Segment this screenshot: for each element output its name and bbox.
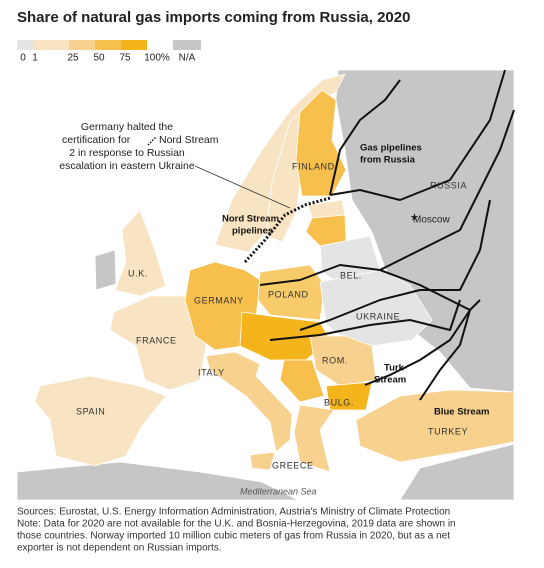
map-label: RUSSIA bbox=[430, 180, 467, 190]
pipeline-label: from Russia bbox=[360, 155, 416, 166]
annotation-line: Germany halted the bbox=[81, 121, 173, 133]
map-label: UKRAINE bbox=[356, 311, 400, 321]
map-label: U.K. bbox=[128, 268, 148, 278]
map-label: SPAIN bbox=[76, 406, 105, 416]
map-label: FRANCE bbox=[136, 335, 177, 345]
pipeline-label: Blue Stream bbox=[434, 407, 489, 418]
moscow-star: ★ bbox=[410, 213, 419, 224]
dotted-icon bbox=[147, 136, 157, 146]
legend-label: 1 bbox=[32, 53, 38, 64]
legend-swatch bbox=[173, 40, 201, 50]
annotation-leader bbox=[194, 165, 291, 209]
map-label: ROM. bbox=[322, 355, 348, 365]
map-label: ITALY bbox=[198, 367, 225, 377]
map-label: TURKEY bbox=[428, 426, 468, 436]
map-labels: FINLAND RUSSIA Moscow BEL. U.K. GERMANY … bbox=[76, 143, 489, 497]
footer: Sources: Eurostat, U.S. Energy Informati… bbox=[17, 507, 456, 554]
legend-label: 50 bbox=[93, 53, 105, 64]
map-label: FINLAND bbox=[292, 161, 335, 171]
map-label: GREECE bbox=[272, 460, 314, 470]
pipelines bbox=[243, 69, 515, 401]
map-label: BULG. bbox=[324, 397, 354, 407]
sources: Sources: Eurostat, U.S. Energy Informati… bbox=[17, 507, 450, 518]
map-label: GERMANY bbox=[194, 295, 244, 305]
pipeline-label: Turk- bbox=[384, 363, 407, 374]
legend-swatch bbox=[33, 40, 69, 50]
legend-label: 0 bbox=[20, 53, 26, 64]
annotation-line: 2 in response to Russian bbox=[69, 147, 185, 159]
title: Share of natural gas imports coming from… bbox=[17, 9, 410, 26]
legend-label: N/A bbox=[179, 53, 196, 64]
annotation-line: certification for bbox=[62, 134, 131, 146]
note-line: exporter is not dependent on Russian imp… bbox=[17, 543, 222, 554]
legend-label: 100% bbox=[144, 53, 170, 64]
map-label: BEL. bbox=[340, 270, 362, 280]
legend-swatch bbox=[95, 40, 121, 50]
legend-swatch bbox=[69, 40, 95, 50]
pipeline-label: Nord Stream bbox=[222, 214, 279, 225]
land bbox=[16, 69, 515, 501]
note-line: those countries. Norway imported 10 mill… bbox=[17, 531, 450, 542]
map-label: Moscow bbox=[413, 215, 450, 226]
legend-label: 25 bbox=[67, 53, 79, 64]
pipeline-label: Gas pipelines bbox=[360, 143, 422, 154]
legend: 0 1 25 50 75 100% N/A bbox=[17, 40, 201, 64]
note-line: Note: Data for 2020 are not available fo… bbox=[17, 519, 456, 530]
pipeline-label: Stream bbox=[374, 375, 406, 386]
annotation: Germany halted the certification for Nor… bbox=[55, 119, 291, 209]
legend-swatch bbox=[121, 40, 147, 50]
legend-swatch bbox=[17, 40, 33, 50]
annotation-line: Nord Stream bbox=[159, 134, 219, 146]
pipeline-label: pipelines bbox=[232, 226, 273, 237]
map-label: Mediterranean Sea bbox=[240, 486, 317, 496]
annotation-line: escalation in eastern Ukraine bbox=[59, 160, 195, 172]
map: ★ bbox=[16, 69, 515, 501]
map-label: POLAND bbox=[268, 289, 309, 299]
legend-label: 75 bbox=[119, 53, 131, 64]
